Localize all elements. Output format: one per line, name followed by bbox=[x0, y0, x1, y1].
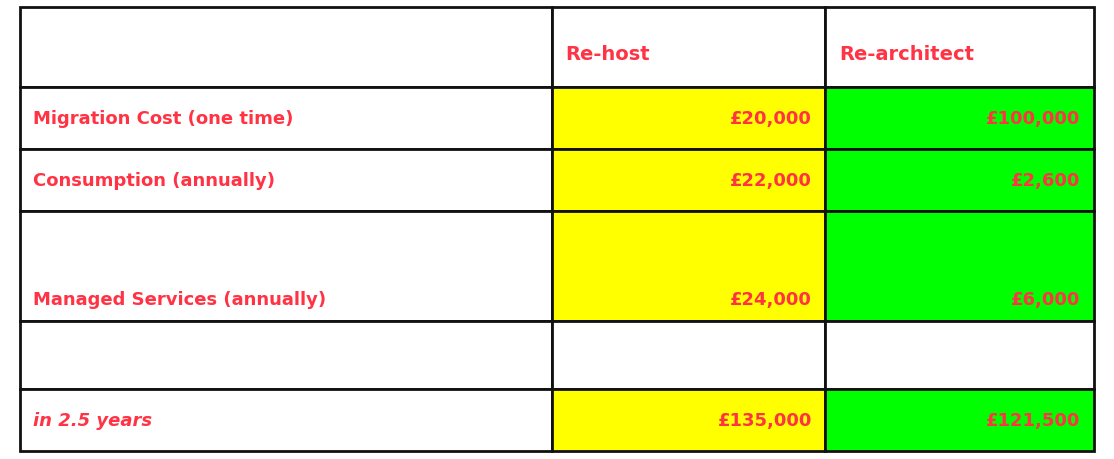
Bar bbox=[20, 389, 551, 451]
Bar bbox=[825, 211, 1094, 322]
Bar bbox=[551, 211, 825, 322]
Text: Consumption (annually): Consumption (annually) bbox=[33, 171, 275, 189]
Text: £135,000: £135,000 bbox=[717, 411, 812, 429]
Text: £22,000: £22,000 bbox=[731, 171, 812, 189]
Text: Migration Cost (one time): Migration Cost (one time) bbox=[33, 110, 294, 128]
Text: in 2.5 years: in 2.5 years bbox=[33, 411, 153, 429]
Text: Managed Services (annually): Managed Services (annually) bbox=[33, 291, 326, 308]
Bar bbox=[825, 322, 1094, 389]
Bar bbox=[20, 211, 551, 322]
Text: £2,600: £2,600 bbox=[1012, 171, 1081, 189]
Bar bbox=[825, 150, 1094, 211]
Text: Re-host: Re-host bbox=[565, 45, 649, 64]
Text: £6,000: £6,000 bbox=[1012, 291, 1081, 308]
Text: £20,000: £20,000 bbox=[731, 110, 812, 128]
Bar bbox=[551, 8, 825, 88]
Bar bbox=[551, 150, 825, 211]
Bar bbox=[20, 88, 551, 150]
Text: Re-architect: Re-architect bbox=[839, 45, 974, 64]
Bar bbox=[825, 8, 1094, 88]
Bar bbox=[20, 322, 551, 389]
Bar bbox=[551, 88, 825, 150]
Bar bbox=[551, 389, 825, 451]
Text: £100,000: £100,000 bbox=[986, 110, 1081, 128]
Bar bbox=[20, 8, 551, 88]
Text: £24,000: £24,000 bbox=[731, 291, 812, 308]
Text: £121,500: £121,500 bbox=[986, 411, 1081, 429]
Bar bbox=[825, 389, 1094, 451]
Bar bbox=[825, 88, 1094, 150]
Bar bbox=[20, 150, 551, 211]
Bar bbox=[551, 322, 825, 389]
